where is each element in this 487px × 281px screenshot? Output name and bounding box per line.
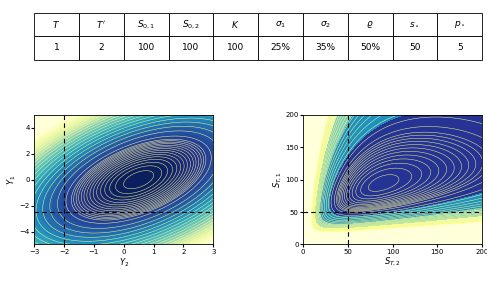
Y-axis label: $S_{T,1}$: $S_{T,1}$ xyxy=(272,171,284,188)
Y-axis label: $Y_1$: $Y_1$ xyxy=(6,175,19,185)
X-axis label: $S_{T,2}$: $S_{T,2}$ xyxy=(384,256,401,268)
X-axis label: $Y_2$: $Y_2$ xyxy=(118,256,129,269)
